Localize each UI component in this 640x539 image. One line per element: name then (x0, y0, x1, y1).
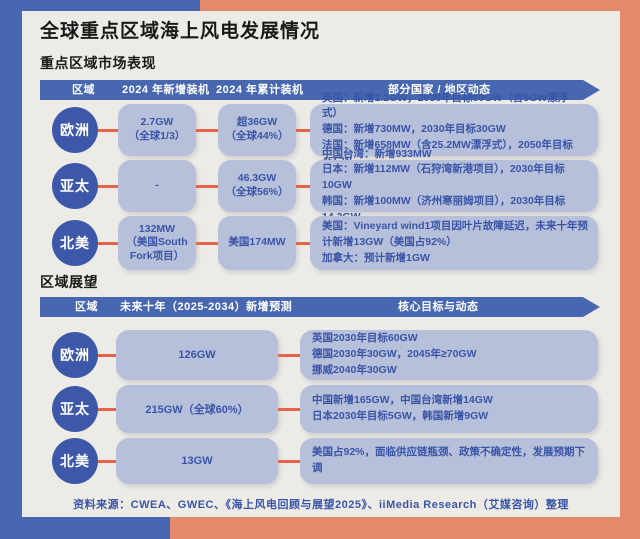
region-circle: 亚太 (52, 386, 98, 432)
arrow-tip-icon (583, 297, 600, 317)
new-capacity-box: - (118, 160, 196, 212)
market-col-dynamics: 部分国家 / 地区动态 (388, 84, 491, 96)
dynamics-box: 英国：新增1.2GW，2030年目标60GW（含5GW漂浮式） 德国：新增730… (310, 92, 598, 167)
connector-line (296, 241, 310, 245)
connector-line (98, 459, 116, 463)
page-title: 全球重点区域海上风电发展情况 (40, 21, 321, 42)
market-section-heading: 重点区域市场表现 (40, 55, 156, 71)
cumulative-capacity-box: 超36GW （全球44%） (218, 104, 296, 156)
market-row-europe: 欧洲 2.7GW （全球1/3） 超36GW （全球44%） 英国：新增1.2G… (52, 92, 598, 167)
connector-line (98, 353, 116, 357)
forecast-box: 215GW（全球60%） (116, 385, 278, 433)
connector-line (98, 128, 118, 132)
targets-box: 美国占92%，面临供应链瓶颈、政策不确定性，发展预期下调 (300, 438, 598, 484)
region-circle: 北美 (52, 438, 98, 484)
dynamics-box: 美国：Vineyard wind1项目因叶片故障延迟，未来十年预计新增13GW（… (310, 216, 598, 270)
cumulative-capacity-box: 46.3GW （全球56%） (218, 160, 296, 212)
outlook-col-targets: 核心目标与动态 (398, 301, 479, 313)
connector-line (296, 128, 310, 132)
market-col-cumulative: 2024 年累计装机 (216, 84, 304, 96)
outlook-row-north-america: 北美 13GW 美国占92%，面临供应链瓶颈、政策不确定性，发展预期下调 (52, 438, 598, 484)
outlook-row-europe: 欧洲 126GW 英国2030年目标60GW 德国2030年30GW，2045年… (52, 330, 598, 380)
frame-left-bar (0, 0, 22, 539)
targets-box: 中国新增165GW，中国台湾新增14GW 日本2030年目标5GW，韩国新增9G… (300, 385, 598, 433)
frame-bottom-blue-bar (0, 517, 170, 539)
region-circle: 亚太 (52, 163, 98, 209)
outlook-col-forecast: 未来十年（2025-2034）新增预测 (120, 301, 293, 313)
outlook-header-arrow: 区域 未来十年（2025-2034）新增预测 核心目标与动态 (40, 297, 600, 317)
region-circle: 欧洲 (52, 107, 98, 153)
connector-line (98, 407, 116, 411)
new-capacity-box: 2.7GW （全球1/3） (118, 104, 196, 156)
forecast-box: 126GW (116, 330, 278, 380)
new-capacity-box: 132MW （美国South Fork项目） (118, 216, 196, 270)
dynamics-box: 中国台湾：新增933MW 日本：新增112MW（石狩湾新港项目），2030年目标… (310, 148, 598, 223)
connector-line (278, 459, 300, 463)
connector-line (196, 184, 218, 188)
connector-line (196, 241, 218, 245)
connector-line (278, 407, 300, 411)
connector-line (98, 241, 118, 245)
outlook-row-asia-pacific: 亚太 215GW（全球60%） 中国新增165GW，中国台湾新增14GW 日本2… (52, 385, 598, 433)
outlook-col-region: 区域 (75, 301, 98, 313)
connector-line (278, 353, 300, 357)
market-col-new: 2024 年新增装机 (122, 84, 210, 96)
market-col-region: 区域 (72, 84, 95, 96)
region-circle: 欧洲 (52, 332, 98, 378)
connector-line (196, 128, 218, 132)
outlook-section-heading: 区域展望 (40, 274, 98, 290)
data-source-note: 资料来源：CWEA、GWEC、《海上风电回顾与展望2025》、iiMedia R… (73, 499, 569, 511)
arrow-tip-icon (583, 80, 600, 100)
connector-line (98, 184, 118, 188)
market-row-asia-pacific: 亚太 - 46.3GW （全球56%） 中国台湾：新增933MW 日本：新增11… (52, 148, 598, 223)
region-circle: 北美 (52, 220, 98, 266)
targets-box: 英国2030年目标60GW 德国2030年30GW，2045年≥70GW 挪威2… (300, 330, 598, 380)
connector-line (296, 184, 310, 188)
forecast-box: 13GW (116, 438, 278, 484)
cumulative-capacity-box: 美国174MW (218, 216, 296, 270)
market-header-arrow: 区域 2024 年新增装机 2024 年累计装机 部分国家 / 地区动态 (40, 80, 600, 100)
frame-top-blue-bar (0, 0, 200, 11)
market-row-north-america: 北美 132MW （美国South Fork项目） 美国174MW 美国：Vin… (52, 216, 598, 270)
